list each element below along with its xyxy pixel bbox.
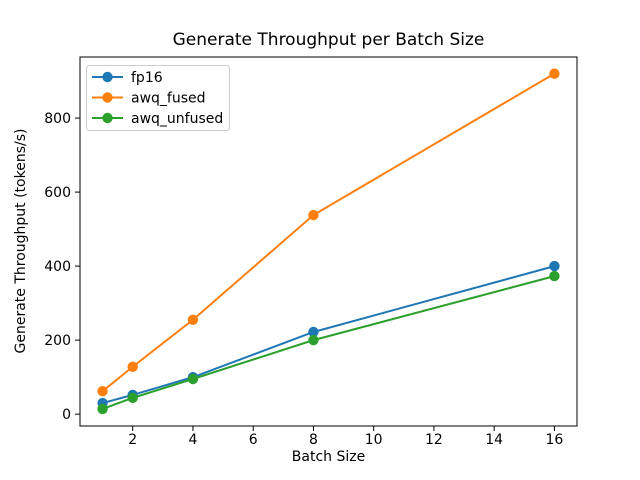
series-marker-awq_fused <box>127 361 138 372</box>
x-tick-label: 10 <box>365 432 383 448</box>
x-tick-label: 2 <box>128 432 137 448</box>
legend: fp16 awq_fused awq_unfused <box>86 65 230 131</box>
y-tick-label: 600 <box>44 185 71 201</box>
legend-marker-fp16 <box>102 71 113 83</box>
legend-label-fp16: fp16 <box>131 70 163 86</box>
x-tick-label: 16 <box>545 432 563 448</box>
x-tick-label: 14 <box>485 432 503 448</box>
y-tick-label: 0 <box>62 407 71 423</box>
legend-marker-awq_fused <box>102 92 113 103</box>
legend-box <box>86 65 230 131</box>
series-marker-awq_fused <box>97 386 108 397</box>
legend-marker-awq_unfused <box>102 112 113 124</box>
series-marker-fp16 <box>549 260 560 272</box>
series-marker-awq_unfused <box>97 403 108 415</box>
series-marker-awq_fused <box>308 209 319 221</box>
legend-label-awq_unfused: awq_unfused <box>131 111 223 127</box>
series-marker-awq_fused <box>187 314 199 325</box>
x-axis-label: Batch Size <box>291 449 366 465</box>
series-line-awq_unfused <box>102 275 555 410</box>
series-line-fp16 <box>102 265 555 405</box>
series-marker-awq_unfused <box>187 373 199 385</box>
series-marker-awq_unfused <box>127 392 138 404</box>
series-marker-awq_fused <box>549 68 560 79</box>
x-tick-label: 8 <box>309 432 318 448</box>
chart-title: Generate Throughput per Batch Size <box>172 30 485 50</box>
x-tick-label: 6 <box>249 432 258 448</box>
y-tick-label: 800 <box>44 111 71 127</box>
series-marker-awq_unfused <box>308 334 319 346</box>
series-marker-awq_unfused <box>549 270 560 282</box>
legend-label-awq_fused: awq_fused <box>131 91 206 107</box>
y-tick-label: 200 <box>44 333 71 349</box>
series-marker-fp16 <box>308 326 319 338</box>
x-tick-label: 12 <box>425 432 443 448</box>
axes-frame <box>79 56 578 427</box>
y-tick-label: 400 <box>44 259 71 275</box>
x-tick-label: 4 <box>188 432 197 448</box>
